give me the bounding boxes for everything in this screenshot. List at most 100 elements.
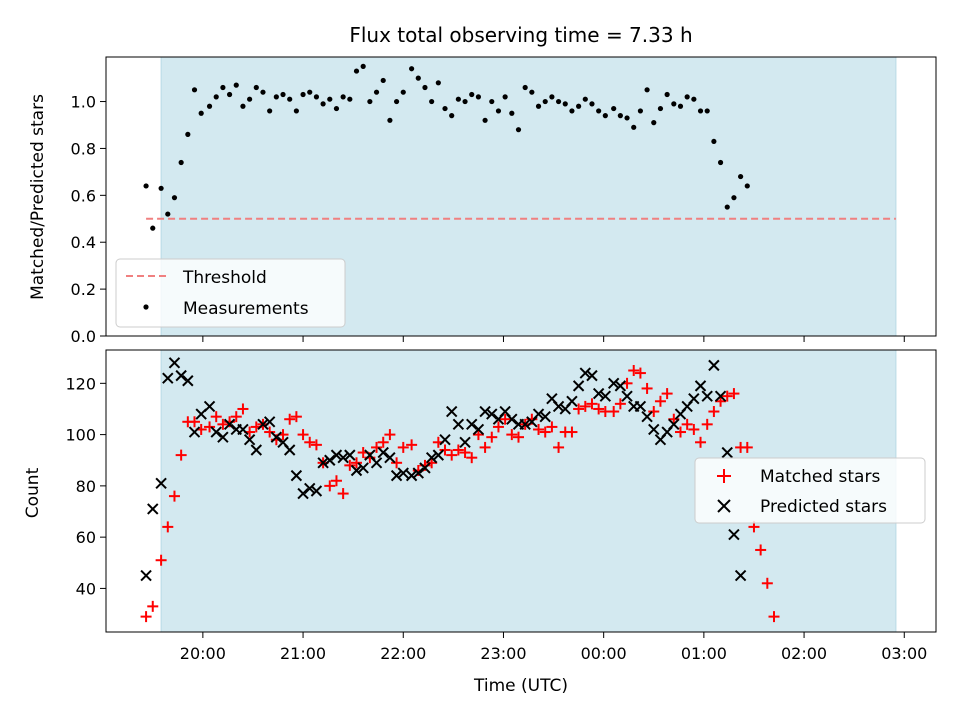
matched-star-point [499, 413, 511, 425]
predicted-star-point [445, 405, 458, 418]
measurement-point [744, 183, 750, 189]
predicted-star-point [439, 434, 451, 446]
measurement-point [475, 94, 482, 100]
matched-star-point [479, 441, 491, 453]
predicted-star-point [607, 377, 620, 390]
legend-measurements-label: Measurements [183, 299, 309, 319]
legend-measurements-swatch [143, 304, 149, 310]
legend-predicted-label: Predicted stars [760, 497, 887, 517]
measurement-point [664, 91, 670, 98]
predicted-star-point [532, 408, 545, 420]
matched-star-point [661, 388, 673, 400]
matched-star-point [155, 554, 167, 566]
predicted-star-point [370, 457, 383, 469]
measurement-point [657, 105, 664, 112]
predicted-star-point [519, 418, 531, 431]
x-tick-label: 02:00 [781, 644, 827, 663]
matched-star-point [648, 406, 660, 418]
measurement-point [415, 75, 421, 81]
predicted-star-point [304, 482, 316, 495]
matched-star-point [397, 441, 409, 453]
measurement-point [360, 63, 366, 69]
matched-star-point [264, 426, 276, 438]
predicted-star-point [701, 390, 713, 402]
predicted-star-point [432, 449, 445, 461]
measurement-point [637, 108, 644, 114]
predicted-star-point [397, 467, 409, 479]
top-x-axis-ticks [202, 336, 905, 342]
predicted-star-point [648, 423, 660, 436]
predicted-star-point [350, 464, 363, 477]
measurement-point [549, 94, 555, 100]
matched-star-point [728, 388, 740, 400]
predicted-star-point [203, 400, 216, 413]
predicted-star-point [270, 431, 283, 443]
x-tick-label: 22:00 [380, 644, 426, 663]
measurement-point [738, 173, 744, 180]
matched-star-point [486, 431, 498, 443]
bottom-y-tick-label: 80 [76, 477, 96, 496]
bottom-y-tick-label: 60 [76, 528, 96, 547]
predicted-star-point [237, 423, 249, 436]
measurement-point [171, 195, 178, 201]
measurement-point [220, 84, 226, 91]
measurement-point [697, 108, 704, 114]
top-legend-box [115, 258, 346, 328]
chart-title: Flux total observing time = 7.33 h [349, 23, 692, 47]
measurement-point [589, 101, 595, 107]
matched-star-point [768, 611, 780, 623]
predicted-star-point [384, 451, 396, 464]
matched-star-point [351, 457, 363, 469]
predicted-star-point [714, 390, 727, 402]
legend-matched-label: Matched stars [760, 467, 880, 487]
bottom-y-tick-label: 40 [76, 579, 96, 598]
x-tick-label: 23:00 [480, 644, 526, 663]
top-y-tick-label: 0.0 [71, 327, 96, 346]
matched-star-point [147, 600, 159, 612]
measurement-point [644, 87, 650, 93]
predicted-star-point [257, 418, 269, 431]
matched-star-point [304, 436, 316, 448]
matched-star-point [330, 475, 342, 487]
matched-star-point [593, 403, 605, 415]
matched-star-point [297, 429, 309, 441]
measurement-point [489, 98, 495, 105]
top-y-tick-label: 0.6 [71, 186, 96, 205]
predicted-star-point [250, 444, 263, 456]
measurement-point [522, 84, 528, 91]
top-y-tick-label: 0.4 [71, 233, 96, 252]
matched-star-point [377, 436, 389, 448]
measurement-point [624, 115, 630, 121]
measurement-point [280, 91, 286, 98]
measurement-point [651, 120, 657, 126]
matched-star-point [168, 490, 180, 502]
matched-star-point [162, 521, 174, 533]
matched-star-point [284, 413, 296, 425]
matched-star-point [324, 480, 336, 492]
measurement-point [367, 98, 373, 105]
predicted-star-point [668, 418, 680, 431]
legend-matched-swatch [717, 469, 731, 483]
measurement-point [711, 138, 717, 145]
measurement-point [409, 66, 415, 72]
matched-star-point [566, 426, 578, 438]
measurement-point [576, 103, 582, 109]
matched-star-point [237, 403, 249, 415]
predicted-star-point [586, 369, 598, 382]
measurement-point [724, 204, 730, 210]
predicted-star-point [452, 418, 465, 431]
top-panel: 0.0 0.2 0.4 0.6 0.8 1.0 Flux total observing … [28, 23, 937, 346]
measurement-point [542, 98, 548, 105]
top-y-axis-label: Matched/Predicted stars [28, 94, 48, 300]
measurement-point [495, 108, 502, 114]
measurement-point [373, 89, 380, 95]
measurement-point [393, 98, 400, 105]
predicted-star-point [140, 569, 152, 582]
predicted-star-point [419, 462, 431, 474]
predicted-star-point [243, 434, 256, 446]
measurement-point [380, 77, 386, 84]
predicted-star-point [217, 431, 229, 443]
measurement-point [509, 110, 515, 116]
matched-star-point [439, 444, 451, 456]
measurement-point [582, 96, 588, 102]
